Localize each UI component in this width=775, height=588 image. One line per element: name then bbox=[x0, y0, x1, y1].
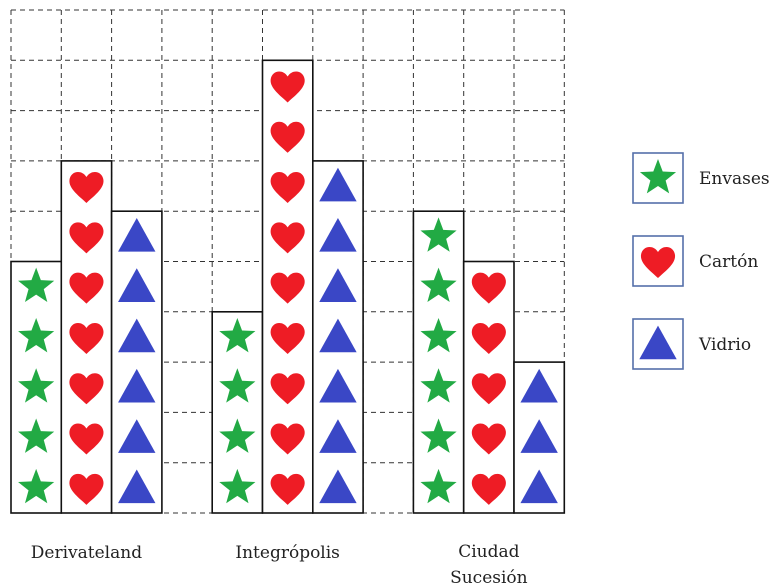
star-icon bbox=[219, 468, 256, 504]
triangle-icon bbox=[319, 469, 357, 504]
star-icon bbox=[639, 159, 677, 194]
heart-icon bbox=[270, 373, 305, 405]
heart-icon bbox=[270, 473, 305, 505]
bar-vidrio-1 bbox=[110, 210, 163, 514]
triangle-icon bbox=[639, 325, 677, 360]
star-icon bbox=[420, 468, 457, 504]
heart-icon bbox=[270, 423, 305, 455]
heart-icon bbox=[69, 322, 104, 354]
star-icon bbox=[420, 217, 457, 252]
star-icon bbox=[420, 267, 457, 303]
star-icon bbox=[18, 418, 55, 453]
category-label: Ciudad Sucesión bbox=[450, 542, 528, 588]
heart-icon bbox=[471, 272, 506, 304]
triangle-icon bbox=[118, 419, 156, 453]
star-icon bbox=[18, 468, 55, 504]
heart-icon bbox=[640, 246, 676, 278]
bar-cartón-2 bbox=[261, 59, 314, 514]
heart-icon bbox=[471, 322, 506, 354]
heart-icon bbox=[471, 473, 506, 505]
bar-cartón-3 bbox=[462, 260, 515, 514]
legend: Envases Cartón Vidrio bbox=[632, 152, 770, 370]
star-icon bbox=[18, 267, 55, 303]
bar-vidrio-3 bbox=[513, 361, 566, 514]
legend-item-vidrio: Vidrio bbox=[632, 318, 751, 370]
bars bbox=[10, 59, 566, 514]
legend-label: Vidrio bbox=[698, 335, 751, 355]
heart-icon bbox=[471, 423, 506, 455]
heart-icon bbox=[270, 322, 305, 354]
heart-icon bbox=[69, 423, 104, 455]
heart-icon bbox=[69, 272, 104, 304]
triangle-icon bbox=[520, 368, 558, 403]
heart-icon bbox=[270, 121, 305, 153]
category-label: Integrópolis bbox=[235, 543, 340, 563]
star-icon bbox=[420, 317, 457, 353]
star-icon bbox=[219, 317, 256, 353]
legend-label: Cartón bbox=[699, 252, 758, 272]
triangle-icon bbox=[118, 368, 156, 403]
star-icon bbox=[219, 368, 256, 403]
star-icon bbox=[18, 368, 55, 403]
bar-vidrio-2 bbox=[311, 160, 364, 514]
star-icon bbox=[420, 368, 457, 403]
heart-icon bbox=[69, 373, 104, 405]
triangle-icon bbox=[118, 217, 156, 252]
triangle-icon bbox=[118, 268, 156, 302]
bar-envases-2 bbox=[211, 310, 264, 514]
triangle-icon bbox=[319, 167, 357, 202]
triangle-icon bbox=[319, 268, 357, 302]
triangle-icon bbox=[118, 318, 156, 353]
triangle-icon bbox=[319, 419, 357, 453]
heart-icon bbox=[471, 373, 506, 405]
triangle-icon bbox=[319, 318, 357, 353]
triangle-icon bbox=[520, 469, 558, 504]
triangle-icon bbox=[520, 419, 558, 453]
heart-icon bbox=[69, 222, 104, 254]
legend-item-envases: Envases bbox=[632, 152, 770, 204]
bar-envases-3 bbox=[412, 210, 465, 514]
heart-icon bbox=[270, 71, 305, 103]
heart-icon bbox=[69, 473, 104, 505]
heart-icon bbox=[270, 222, 305, 254]
bar-envases-1 bbox=[10, 260, 63, 514]
legend-item-cartón: Cartón bbox=[632, 235, 758, 287]
category-label: Derivateland bbox=[31, 543, 142, 563]
triangle-icon bbox=[118, 469, 156, 504]
bar-outline bbox=[110, 210, 163, 514]
bar-outline bbox=[412, 210, 465, 514]
star-icon bbox=[420, 418, 457, 453]
triangle-icon bbox=[319, 368, 357, 403]
triangle-icon bbox=[319, 217, 357, 252]
star-icon bbox=[219, 418, 256, 453]
heart-icon bbox=[69, 172, 104, 204]
star-icon bbox=[18, 317, 55, 353]
heart-icon bbox=[270, 272, 305, 304]
bar-cartón-1 bbox=[60, 160, 113, 514]
heart-icon bbox=[270, 172, 305, 204]
category-labels: Derivateland Integrópolis Ciudad Sucesión bbox=[31, 542, 528, 588]
legend-label: Envases bbox=[699, 169, 770, 189]
